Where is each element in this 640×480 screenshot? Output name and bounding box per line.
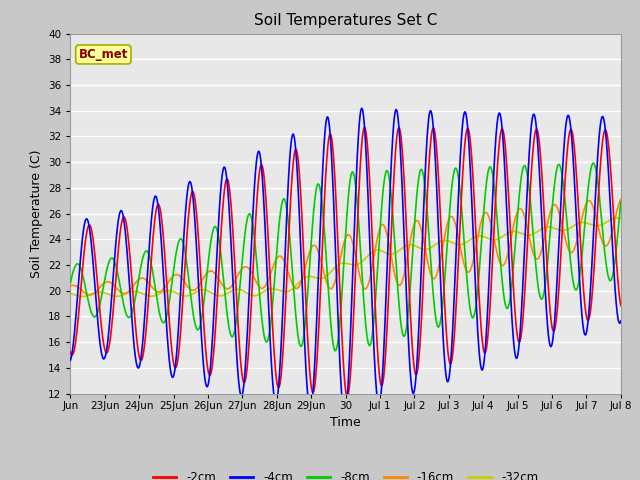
Y-axis label: Soil Temperature (C): Soil Temperature (C) — [29, 149, 43, 278]
X-axis label: Time: Time — [330, 416, 361, 429]
Title: Soil Temperatures Set C: Soil Temperatures Set C — [254, 13, 437, 28]
Legend: -2cm, -4cm, -8cm, -16cm, -32cm: -2cm, -4cm, -8cm, -16cm, -32cm — [148, 466, 543, 480]
Text: BC_met: BC_met — [79, 48, 128, 61]
